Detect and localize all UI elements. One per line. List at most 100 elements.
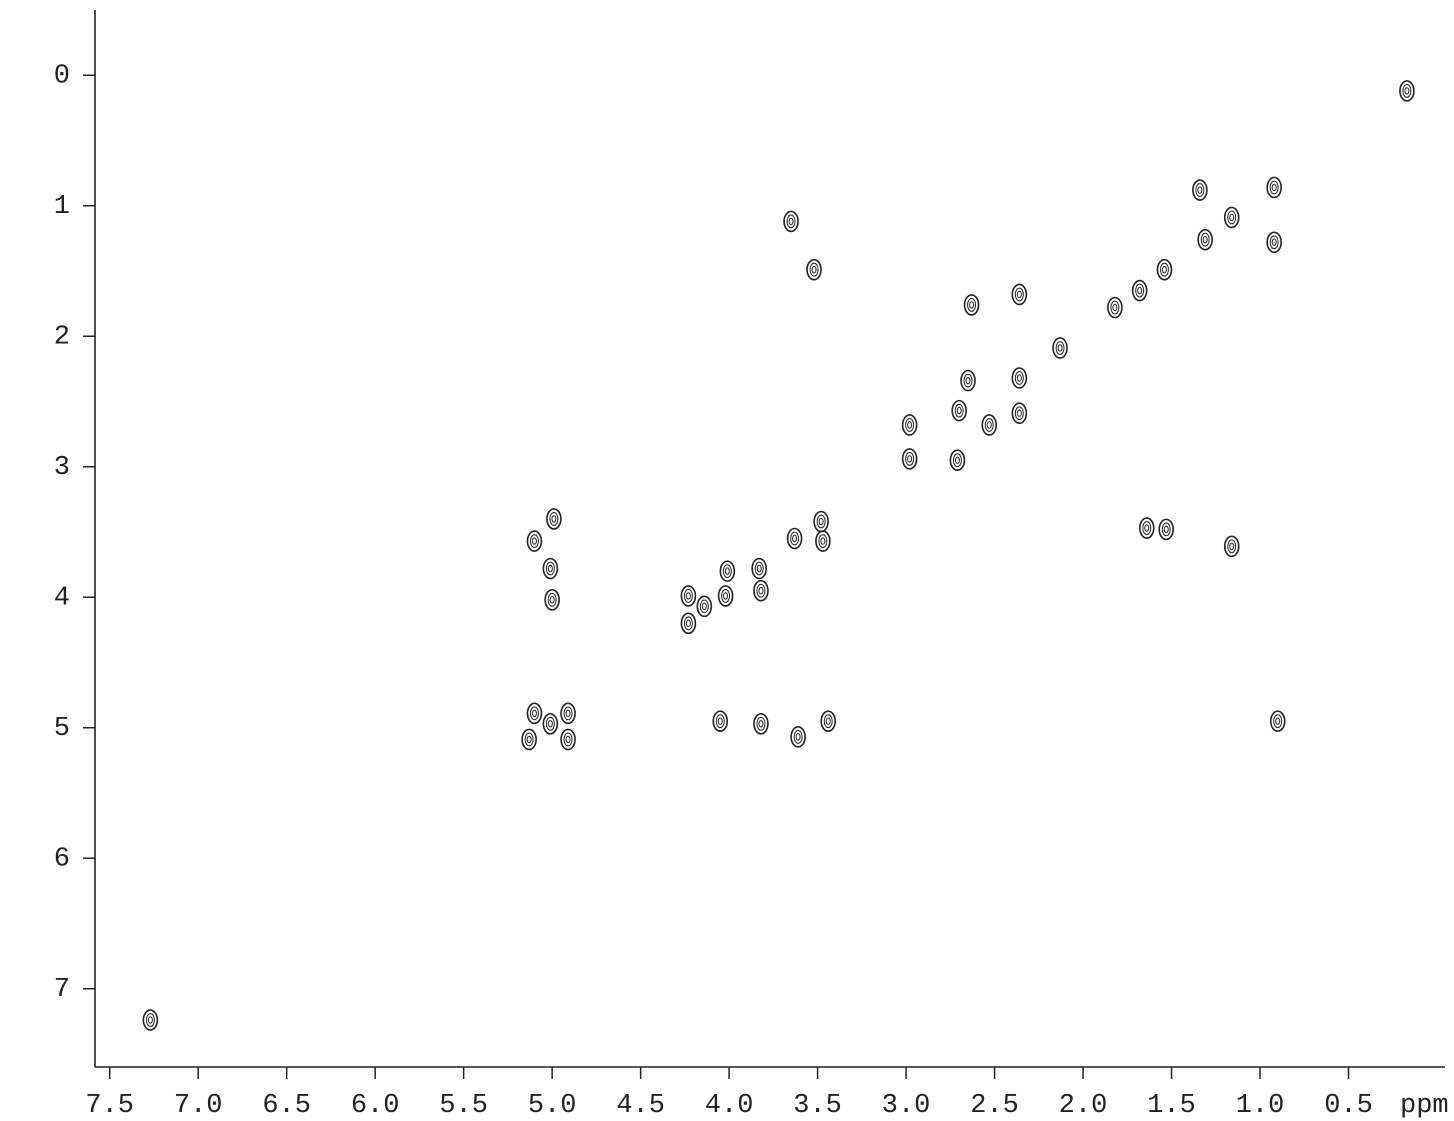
contour-ring [790,531,800,546]
contour-ring [1135,283,1145,298]
contour-ring [967,298,977,312]
contour-ring [905,451,915,466]
y-tick-label: 5 [54,714,70,744]
contour-ring [1014,406,1024,421]
cross-peak [712,710,729,732]
contour-ring [820,537,826,545]
contour-ring [563,706,573,721]
contour-ring [756,583,766,598]
contour-ring [1229,542,1235,551]
y-tick-label: 1 [54,192,70,222]
cross-peak [1011,283,1028,306]
contour-ring [1014,287,1024,302]
x-tick-label: 7.0 [174,1091,223,1121]
cross-peak [806,258,822,281]
cross-peak [753,579,769,602]
x-tick-label: 7.5 [85,1091,134,1121]
contour-ring [1271,183,1277,192]
x-tick-label: 5.0 [528,1091,577,1121]
cross-peak [717,585,734,607]
contour-ring [685,592,691,600]
cross-peak [960,369,976,392]
cross-peak [680,585,697,607]
contour-ring [1016,409,1022,417]
contour-ring [1273,714,1283,729]
contour-ring [1269,180,1279,195]
contour-ring [549,512,559,526]
x-tick-label: 1.5 [1147,1091,1196,1121]
contour-ring [954,403,964,418]
contour-ring [956,406,962,415]
cross-peak [813,510,829,533]
contour-ring [1016,374,1022,382]
cross-peak [526,530,543,552]
contour-ring [986,421,992,429]
cross-peak [1138,517,1155,539]
contour-ring [1195,183,1205,197]
contour-ring [758,720,764,728]
cross-peak [680,612,697,635]
cross-peak [1266,176,1282,199]
contour-ring [795,733,801,741]
contour-ring [549,596,555,604]
x-tick-label: 4.5 [616,1091,665,1121]
contour-ring [809,262,819,277]
x-tick-label: 3.5 [793,1091,842,1121]
cross-peak [542,557,559,580]
contour-ring [984,418,994,432]
y-tick-label: 0 [54,61,70,91]
contour-ring [1144,524,1150,532]
x-tick-label: 3.0 [882,1091,931,1121]
contour-ring [1229,213,1235,222]
y-tick-label: 6 [54,844,70,874]
contour-ring [825,717,831,725]
contour-ring [563,732,573,747]
contour-ring [1110,300,1120,315]
cross-peak [786,527,803,550]
cross-peak [719,560,736,582]
cross-peak [542,713,559,735]
contour-ring [965,376,971,385]
x-tick-label: 5.5 [439,1091,488,1121]
contour-ring [1227,539,1237,554]
cross-peak [560,728,576,751]
cross-peak [790,726,806,748]
contour-ring [685,619,691,628]
contour-ring [551,515,557,523]
cross-peak [815,530,831,552]
contour-ring [1055,341,1065,355]
contour-ring [1197,186,1203,194]
cross-peak [753,713,769,735]
contour-ring [818,517,824,526]
contour-ring [715,714,725,729]
contour-ring [565,709,571,718]
contour-ring [529,706,539,721]
contour-ring [816,514,826,529]
contour-ring [1227,210,1237,225]
contour-ring [818,534,828,549]
contour-ring [529,534,539,549]
x-tick-label: 4.0 [705,1091,754,1121]
contour-ring [147,1016,153,1024]
contour-ring [1402,84,1412,98]
cross-peak [783,210,799,233]
cross-peak [560,702,576,725]
contour-ring [724,567,730,575]
contour-ring [969,301,975,309]
contour-ring [788,217,794,226]
contour-ring [1404,87,1410,95]
contour-ring [701,602,707,611]
cross-peak [1266,231,1282,254]
cross-peak [521,728,537,751]
x-axis-label: ppm [1400,1091,1449,1121]
contour-ring [1269,235,1279,250]
contour-ring [1142,521,1152,535]
contour-ring [1275,717,1281,725]
cross-peak [544,589,560,611]
contour-ring [758,586,764,595]
contour-ring [531,537,537,545]
cross-peak [820,710,837,732]
contour-ring [823,714,833,729]
x-tick-label: 6.0 [351,1091,400,1121]
x-tick-label: 0.5 [1324,1091,1373,1121]
